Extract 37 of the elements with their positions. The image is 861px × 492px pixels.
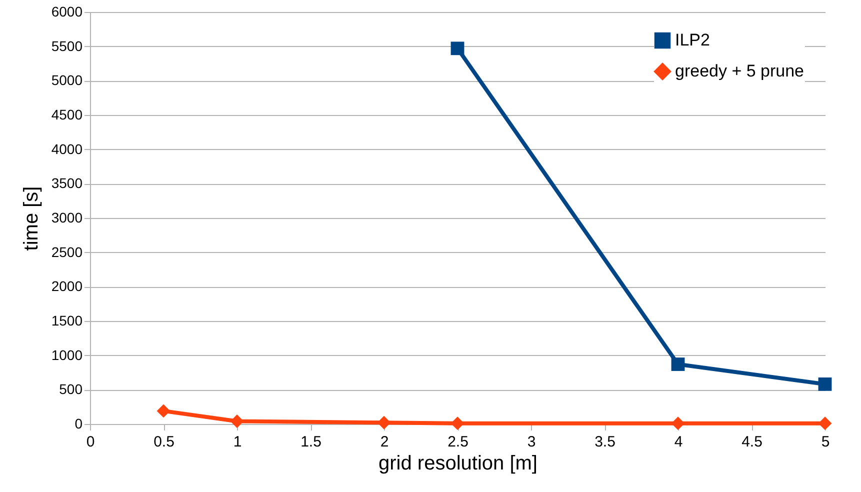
y-tick-label: 3500 bbox=[51, 175, 83, 192]
x-tick-label: 0 bbox=[86, 434, 95, 450]
y-tick-label: 1000 bbox=[51, 346, 83, 363]
point bbox=[818, 377, 832, 391]
x-tick-label: 5 bbox=[821, 434, 830, 450]
point bbox=[818, 416, 832, 430]
y-tick-label: 4500 bbox=[51, 106, 83, 122]
point bbox=[671, 416, 685, 430]
x-tick-label: 3 bbox=[527, 434, 536, 450]
x-tick-label: 2 bbox=[380, 434, 389, 450]
x-tick-label: 0.5 bbox=[154, 434, 174, 450]
y-tick-label: 5500 bbox=[51, 38, 83, 54]
x-tick-label: 2.5 bbox=[448, 434, 468, 450]
x-tick-label: 1 bbox=[233, 434, 242, 450]
y-tick-label: 2000 bbox=[51, 278, 83, 294]
y-tick-label: 5000 bbox=[51, 72, 83, 88]
legend-label: ILP2 bbox=[675, 30, 710, 50]
point bbox=[671, 358, 685, 371]
point bbox=[230, 414, 244, 428]
point bbox=[156, 404, 170, 418]
x-axis-title: grid resolution [m] bbox=[378, 452, 538, 474]
y-tick-label: 2500 bbox=[51, 244, 83, 260]
y-tick-label: 6000 bbox=[51, 4, 83, 20]
y-tick-label: 1500 bbox=[51, 312, 83, 328]
y-tick-label: 4000 bbox=[51, 140, 83, 157]
y-tick-label: 500 bbox=[59, 381, 83, 398]
legend-label: greedy + 5 prune bbox=[675, 62, 804, 80]
x-tick-label: 4 bbox=[674, 434, 683, 450]
point bbox=[450, 42, 464, 56]
y-tick-label: 3000 bbox=[51, 210, 83, 226]
x-tick-label: 1.5 bbox=[300, 434, 322, 450]
x-tick-label: 3.5 bbox=[594, 434, 616, 450]
y-tick-label: 0 bbox=[74, 416, 83, 432]
point bbox=[377, 416, 391, 430]
y-axis-title: time [s] bbox=[20, 186, 42, 251]
x-tick-label: 4.5 bbox=[742, 434, 762, 450]
point bbox=[450, 416, 464, 430]
